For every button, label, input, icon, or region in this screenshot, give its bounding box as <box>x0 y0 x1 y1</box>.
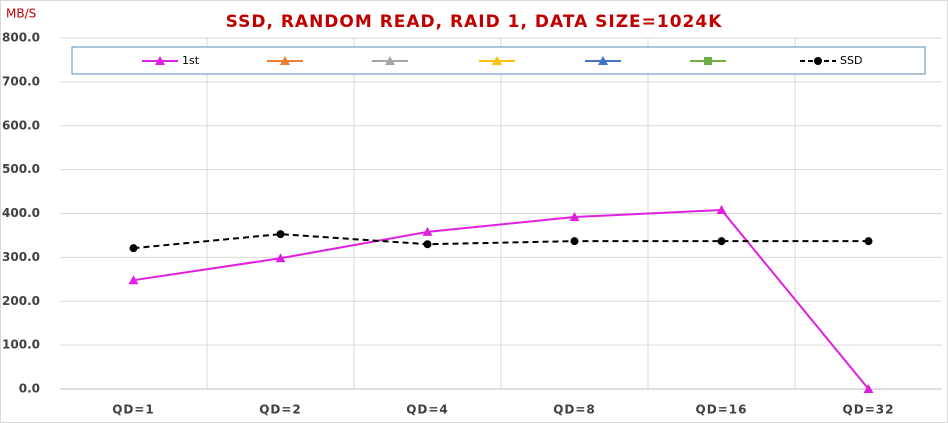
data-point <box>717 237 726 246</box>
data-point <box>275 253 286 263</box>
y-axis-label: MB/S <box>6 7 36 21</box>
y-tick-label: 0.0 <box>19 382 40 396</box>
data-point <box>569 212 580 222</box>
legend-marker <box>492 56 502 65</box>
y-tick-label: 200.0 <box>2 294 40 308</box>
legend-marker <box>155 56 165 65</box>
series-line <box>133 208 870 390</box>
legend-marker <box>385 56 395 65</box>
x-tick-label: QD=4 <box>406 403 449 417</box>
y-tick-label: 400.0 <box>2 206 40 220</box>
x-tick-label: QD=2 <box>259 403 302 417</box>
data-point <box>128 275 139 285</box>
legend-marker <box>280 56 290 65</box>
x-tick-label: QD=1 <box>112 403 155 417</box>
x-tick-label: QD=16 <box>696 403 748 417</box>
y-tick-label: 100.0 <box>2 338 40 352</box>
data-point <box>129 244 138 253</box>
y-tick-label: 500.0 <box>2 162 40 176</box>
data-point <box>716 204 727 214</box>
legend-marker <box>598 56 608 65</box>
legend-label: SSD <box>840 54 862 67</box>
y-tick-label: 300.0 <box>2 250 40 264</box>
data-point <box>276 230 285 239</box>
y-tick-label: 600.0 <box>2 118 40 132</box>
legend-marker <box>704 57 712 65</box>
x-tick-label: QD=32 <box>843 403 895 417</box>
series-line <box>133 233 869 250</box>
chart-title: SSD, RANDOM READ, RAID 1, DATA SIZE=1024… <box>226 12 723 32</box>
y-tick-label: 800.0 <box>2 31 40 45</box>
data-point <box>570 237 579 246</box>
data-point <box>864 237 873 246</box>
legend-marker <box>814 57 822 65</box>
data-point <box>863 384 874 393</box>
data-point <box>422 226 433 236</box>
y-tick-label: 700.0 <box>2 74 40 88</box>
x-tick-label: QD=8 <box>553 403 596 417</box>
legend-label: 1st <box>182 54 200 67</box>
data-point <box>423 240 432 249</box>
